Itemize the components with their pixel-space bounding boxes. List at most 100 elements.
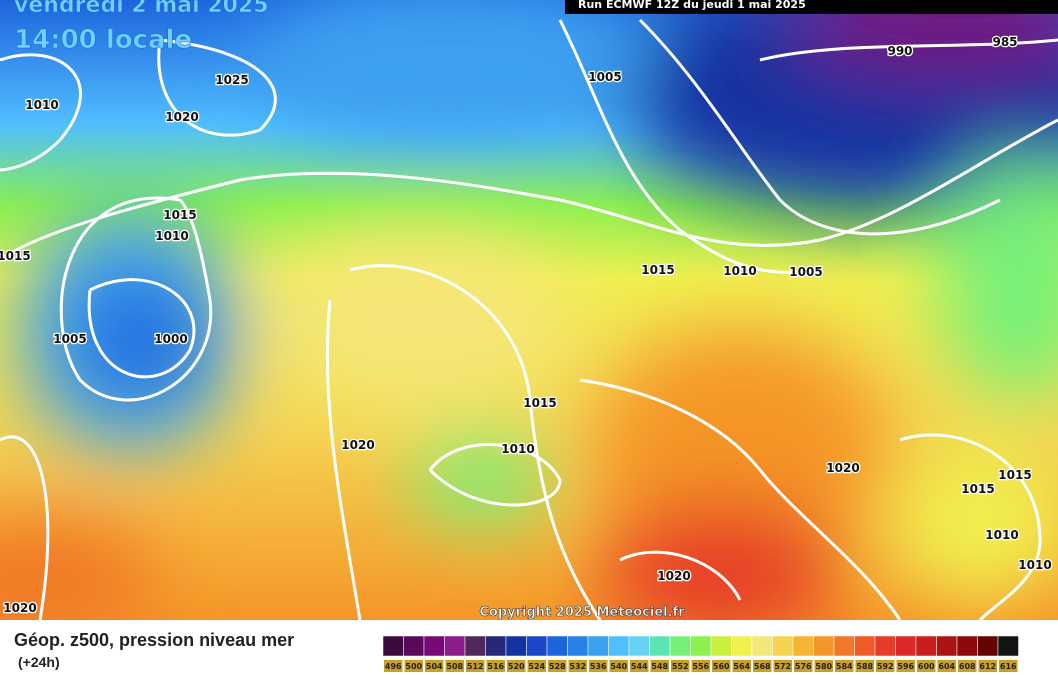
scale-label: 580 xyxy=(815,662,832,671)
scale-label: 504 xyxy=(426,662,443,671)
isobar-label: 1010 xyxy=(501,442,534,456)
scale-label: 572 xyxy=(774,662,791,671)
scale-swatch xyxy=(423,635,445,657)
isobar-label: 1015 xyxy=(0,249,31,263)
scale-swatch xyxy=(895,635,917,657)
isobar-label: 1005 xyxy=(53,332,86,346)
scale-label: 564 xyxy=(733,662,750,671)
scale-label: 536 xyxy=(590,662,607,671)
time-text: 14:00 locale xyxy=(14,25,192,55)
scale-swatch xyxy=(710,635,732,657)
isobar-label: 1015 xyxy=(641,263,674,277)
scale-label-bg xyxy=(978,660,997,672)
color-scale: 496 500 504 508 512 516 520 524 528 532 536 540 544 5… xyxy=(383,635,1019,672)
scale-swatch xyxy=(915,635,937,657)
scale-swatch xyxy=(628,635,650,657)
scale-label-bg xyxy=(917,660,936,672)
scale-swatch xyxy=(690,635,712,657)
scale-swatch xyxy=(977,635,999,657)
scale-swatch xyxy=(567,635,589,657)
isobar-label: 1020 xyxy=(657,569,690,583)
isobar-label: 1010 xyxy=(723,264,756,278)
scale-swatch xyxy=(669,635,691,657)
isobar-labels: 1010 1025 1020 1015 1010 1015 1005 1000 1020 1020… xyxy=(0,34,1053,617)
scale-label-bg xyxy=(404,660,423,672)
isobar-label: 1010 xyxy=(985,528,1018,542)
scale-label-bg xyxy=(384,660,403,672)
scale-swatch xyxy=(854,635,876,657)
scale-label: 496 xyxy=(385,662,402,671)
isobar-label: 990 xyxy=(887,44,912,58)
scale-swatch xyxy=(813,635,835,657)
isobar-label: 1020 xyxy=(341,438,374,452)
scale-label: 560 xyxy=(713,662,730,671)
footer-lead: (+24h) xyxy=(18,654,60,670)
scale-label-bg xyxy=(609,660,628,672)
scale-label: 592 xyxy=(877,662,894,671)
scale-label-bg xyxy=(958,660,977,672)
scale-label: 584 xyxy=(836,662,853,671)
isobar-label: 1015 xyxy=(163,208,196,222)
scale-label: 540 xyxy=(610,662,627,671)
isobar-label: 1010 xyxy=(1018,558,1051,572)
isobar-label: 1005 xyxy=(789,265,822,279)
isobar-label: 1025 xyxy=(215,73,248,87)
scale-label: 516 xyxy=(487,662,504,671)
isobar-label: 1015 xyxy=(523,396,556,410)
scale-label: 508 xyxy=(446,662,463,671)
scale-label-bg xyxy=(999,660,1018,672)
isobar-label: 1020 xyxy=(3,601,36,615)
scale-label: 600 xyxy=(918,662,935,671)
scale-label: 608 xyxy=(959,662,976,671)
scale-swatch xyxy=(997,635,1019,657)
scale-label-bg xyxy=(630,660,649,672)
scale-label-bg xyxy=(527,660,546,672)
scale-label: 588 xyxy=(856,662,873,671)
isobar-label: 1000 xyxy=(154,332,187,346)
scale-label: 576 xyxy=(795,662,812,671)
scale-label-bg xyxy=(568,660,587,672)
isobar-label: 1005 xyxy=(588,70,621,84)
scale-swatch xyxy=(403,635,425,657)
scale-label-bg xyxy=(835,660,854,672)
scale-label: 532 xyxy=(569,662,586,671)
footer: Géop. z500, pression niveau mer (+24h) 4… xyxy=(0,620,1058,675)
scale-swatch xyxy=(587,635,609,657)
scale-label-bg xyxy=(671,660,690,672)
scale-label: 616 xyxy=(1000,662,1017,671)
scale-label: 512 xyxy=(467,662,484,671)
isobar-label: 1020 xyxy=(826,461,859,475)
scale-label-bg xyxy=(876,660,895,672)
scale-label-bg xyxy=(732,660,751,672)
scale-label-bg xyxy=(937,660,956,672)
scale-label-bg xyxy=(855,660,874,672)
scale-swatch xyxy=(874,635,896,657)
scale-label: 552 xyxy=(672,662,689,671)
isobar-label: 1015 xyxy=(998,468,1031,482)
scale-swatch xyxy=(485,635,507,657)
scale-label-bg xyxy=(425,660,444,672)
scale-label: 544 xyxy=(631,662,648,671)
scale-label-bg xyxy=(486,660,505,672)
scale-swatch xyxy=(649,635,671,657)
scale-swatch xyxy=(505,635,527,657)
scale-label: 524 xyxy=(528,662,545,671)
scale-label: 604 xyxy=(938,662,955,671)
scale-label-bg xyxy=(773,660,792,672)
scale-swatch xyxy=(383,635,404,657)
scale-swatch xyxy=(731,635,753,657)
scale-label: 520 xyxy=(508,662,525,671)
scale-swatch xyxy=(546,635,568,657)
scale-label-bg xyxy=(712,660,731,672)
copyright: Copyright 2025 Meteociel.fr xyxy=(479,605,685,620)
scale-label-bg xyxy=(650,660,669,672)
scale-swatch xyxy=(772,635,794,657)
isobars xyxy=(0,18,1058,620)
scale-swatch xyxy=(464,635,486,657)
scale-label-bg xyxy=(589,660,608,672)
scale-swatch xyxy=(936,635,958,657)
footer-title: Géop. z500, pression niveau mer xyxy=(14,630,295,650)
run-banner xyxy=(565,0,1058,14)
scale-label-bg xyxy=(896,660,915,672)
